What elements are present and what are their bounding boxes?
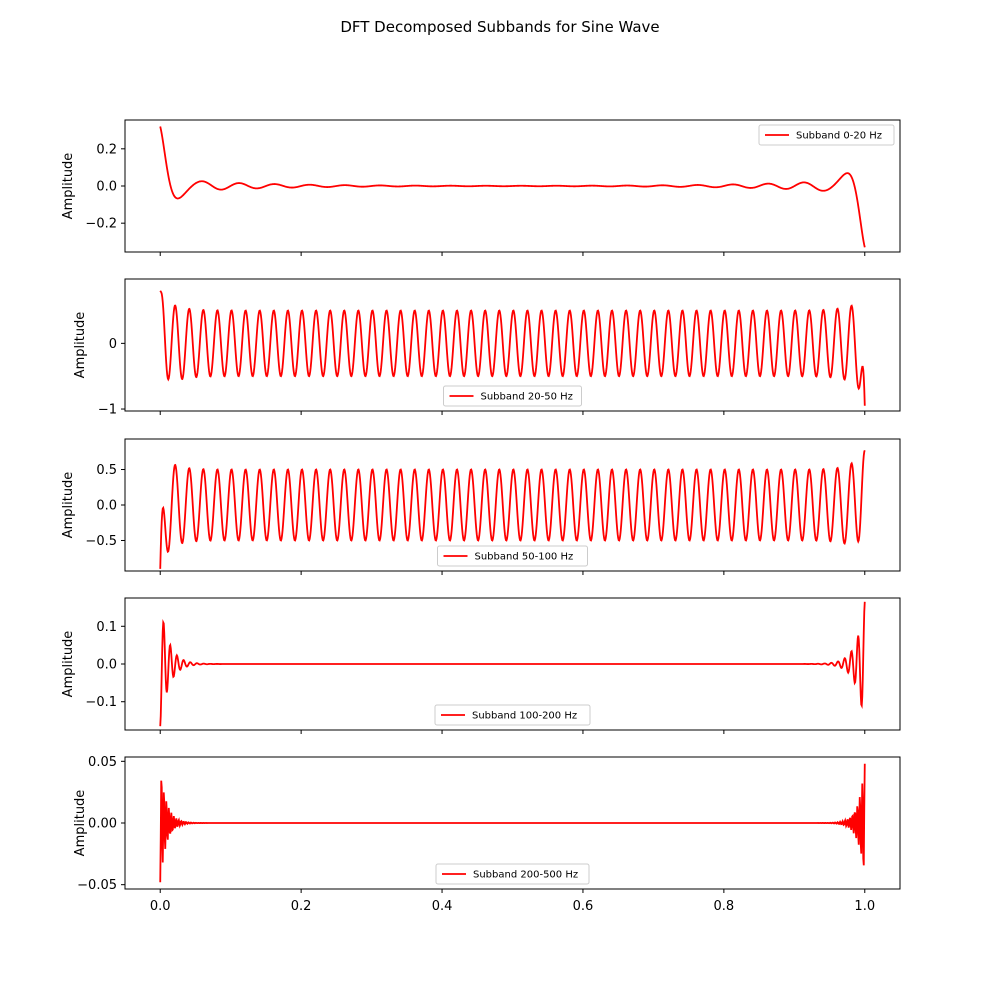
legend-box — [758, 124, 895, 146]
legend-label: Subband 200-500 Hz — [473, 870, 578, 881]
series-line — [159, 601, 866, 727]
subplot-3: −0.5 0.0 0.5 Amplitude Subband 50-100 Hz — [61, 438, 901, 575]
y-tick-label: 0.0 — [96, 499, 117, 514]
y-tick-label: 0 — [109, 337, 117, 352]
chart-title: DFT Decomposed Subbands for Sine Wave — [340, 18, 659, 36]
subplots: −0.2 0.0 0.2 Amplitude Subband 0-20 Hz −1 0 Amp… — [61, 119, 901, 914]
y-axis-label: Amplitude — [61, 153, 76, 220]
y-axis-label: Amplitude — [61, 631, 76, 698]
x-tick-label: 0.0 — [150, 899, 171, 914]
y-tick-label: 0.00 — [88, 817, 117, 832]
x-tick-label: 0.6 — [573, 899, 594, 914]
y-tick-label: −0.5 — [85, 534, 117, 549]
series-line — [159, 126, 866, 248]
legend-box — [437, 545, 588, 567]
y-tick-label: 0.2 — [96, 142, 117, 157]
x-tick-label: 0.2 — [291, 899, 312, 914]
legend-label: Subband 100-200 Hz — [472, 711, 577, 722]
legend-box — [443, 385, 582, 407]
y-axis-label: Amplitude — [73, 790, 88, 857]
subplot-4: −0.1 0.0 0.1 Amplitude Subband 100-200 Hz — [61, 597, 901, 734]
y-tick-label: −0.05 — [77, 878, 117, 893]
series-line — [159, 450, 866, 569]
x-tick-label: 1.0 — [854, 899, 875, 914]
y-tick-label: 0.1 — [96, 620, 117, 635]
y-tick-label: 0.0 — [96, 180, 117, 195]
subplot-5: −0.05 0.00 0.05 0.0 0.2 0.4 0.6 0.8 1.0 Amplitude… — [73, 755, 901, 914]
legend-box — [435, 863, 590, 885]
legend-label: Subband 20-50 Hz — [481, 392, 573, 403]
y-tick-label: −0.2 — [85, 217, 117, 232]
y-axis-label: Amplitude — [73, 312, 88, 379]
legend-label: Subband 0-20 Hz — [796, 131, 882, 142]
y-tick-label: −0.1 — [85, 695, 117, 710]
legend: Subband 50-100 Hz — [437, 545, 588, 567]
legend: Subband 20-50 Hz — [443, 385, 582, 407]
y-axis-label: Amplitude — [61, 472, 76, 539]
x-tick-label: 0.8 — [714, 899, 735, 914]
subplot-1: −0.2 0.0 0.2 Amplitude Subband 0-20 Hz — [61, 119, 901, 256]
legend: Subband 100-200 Hz — [434, 704, 591, 726]
legend-label: Subband 50-100 Hz — [475, 552, 574, 563]
legend-box — [434, 704, 591, 726]
subplot-2: −1 0 Amplitude Subband 20-50 Hz — [73, 278, 901, 418]
x-tick-label: 0.4 — [432, 899, 453, 914]
y-tick-label: 0.05 — [88, 755, 117, 770]
y-tick-label: −1 — [98, 403, 117, 418]
y-tick-label: 0.5 — [96, 463, 117, 478]
y-tick-label: 0.0 — [96, 658, 117, 673]
series-line — [159, 290, 866, 406]
legend: Subband 200-500 Hz — [435, 863, 590, 885]
series-line — [159, 763, 866, 883]
legend: Subband 0-20 Hz — [758, 124, 895, 146]
axes-frame — [124, 278, 901, 412]
